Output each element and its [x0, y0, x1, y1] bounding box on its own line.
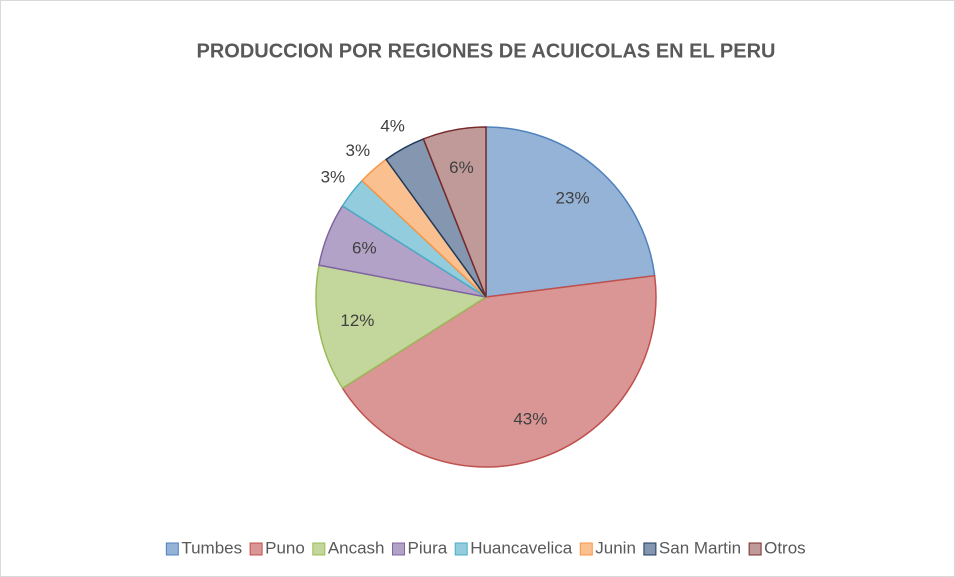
legend-swatch	[454, 542, 468, 556]
legend-label: Huancavelica	[470, 538, 573, 557]
legend-label: Ancash	[328, 538, 385, 557]
legend-swatch	[748, 542, 762, 556]
legend-swatch	[392, 542, 406, 556]
legend-label: Puno	[265, 538, 305, 557]
legend-label: San Martin	[659, 538, 741, 557]
data-label: 43%	[513, 410, 547, 429]
data-label: 23%	[556, 188, 590, 207]
data-label: 12%	[340, 311, 374, 330]
legend-swatch	[643, 542, 657, 556]
data-label: 6%	[449, 158, 474, 177]
data-label: 3%	[321, 168, 346, 187]
data-label: 4%	[380, 117, 405, 136]
pie-slice	[315, 264, 489, 390]
data-label: 3%	[346, 141, 371, 160]
legend-label: Otros	[764, 538, 806, 557]
pie-slice	[422, 126, 487, 298]
pie-slice	[341, 274, 657, 468]
legend-label: Junin	[595, 538, 636, 557]
data-label: 6%	[352, 238, 377, 257]
chart-title: PRODUCCION POR REGIONES DE ACUICOLAS EN …	[197, 40, 776, 62]
legend-swatch	[165, 542, 179, 556]
legend-swatch	[249, 542, 263, 556]
pie-slice	[485, 126, 656, 298]
legend-label: Piura	[408, 538, 448, 557]
legend-swatch	[579, 542, 593, 556]
legend-label: Tumbes	[181, 538, 242, 557]
legend-swatch	[312, 542, 326, 556]
